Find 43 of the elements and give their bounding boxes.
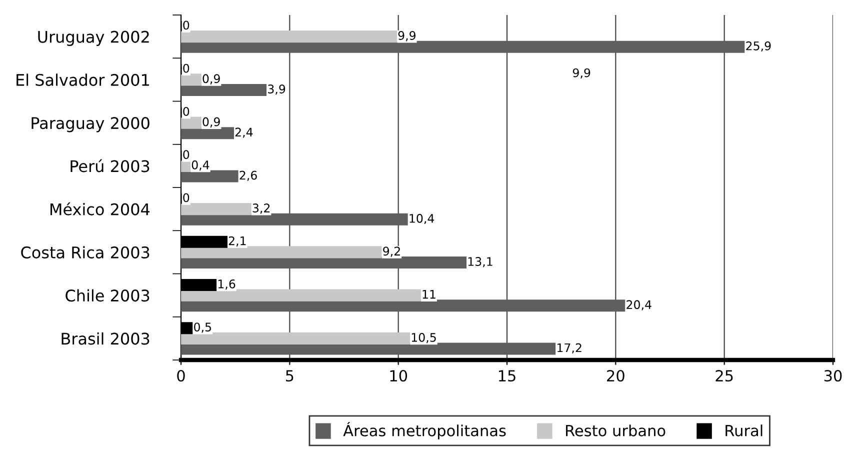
- y-tick-label: México 2004: [50, 202, 150, 216]
- data-label: 3,2: [252, 204, 270, 214]
- y-tick-label: Paraguay 2000: [32, 117, 150, 132]
- y-tick-label: Costa Rica 2003: [21, 246, 150, 258]
- x-tick-label: 0: [177, 370, 185, 382]
- x-tick-label: 10: [390, 370, 408, 382]
- data-label: 0,5: [194, 322, 211, 333]
- data-label: 11: [422, 290, 436, 299]
- data-label: 9,2: [383, 246, 400, 257]
- data-label: 2,4: [235, 128, 253, 138]
- y-tick-label: Chile 2003: [66, 289, 150, 302]
- x-tick-label: 25: [716, 370, 733, 382]
- data-label: 10,4: [410, 214, 434, 224]
- y-tick-label: Perú 2003: [70, 159, 150, 172]
- data-label: 0: [183, 20, 190, 30]
- data-label: 0,4: [192, 160, 210, 171]
- data-label: 2,1: [228, 236, 246, 246]
- data-label: 2,6: [240, 170, 257, 181]
- data-label: 20,4: [626, 300, 652, 310]
- data-label: 17,2: [558, 343, 582, 354]
- data-label: 0: [183, 106, 190, 116]
- x-tick-label: 5: [286, 370, 294, 382]
- data-label: 3,9: [268, 84, 286, 95]
- x-tick-label: 15: [498, 370, 516, 382]
- data-label: 25,9: [746, 41, 771, 52]
- y-tick-label: El Salvador 2001: [16, 74, 149, 86]
- data-label: 0: [183, 64, 190, 73]
- y-tick-label: Uruguay 2002: [38, 30, 149, 46]
- legend-label: Resto urbano: [566, 424, 666, 436]
- x-tick-label: 20: [607, 370, 624, 382]
- legend-label: Rural: [726, 424, 762, 436]
- x-tick-label: 30: [824, 370, 842, 382]
- data-label: 1,6: [218, 279, 236, 290]
- data-label: 0: [183, 150, 190, 160]
- legend-label: Áreas metropolitanas: [343, 422, 506, 440]
- y-tick-label: Brasil 2003: [62, 332, 150, 345]
- data-label: 0,9: [202, 74, 220, 84]
- data-label: 10,5: [412, 332, 436, 344]
- data-label: 0: [183, 193, 190, 202]
- annotation: 9,9: [572, 68, 590, 78]
- data-label: 9,9: [398, 31, 416, 42]
- data-label: 0,9: [202, 117, 220, 128]
- data-label: 13,1: [468, 257, 492, 268]
